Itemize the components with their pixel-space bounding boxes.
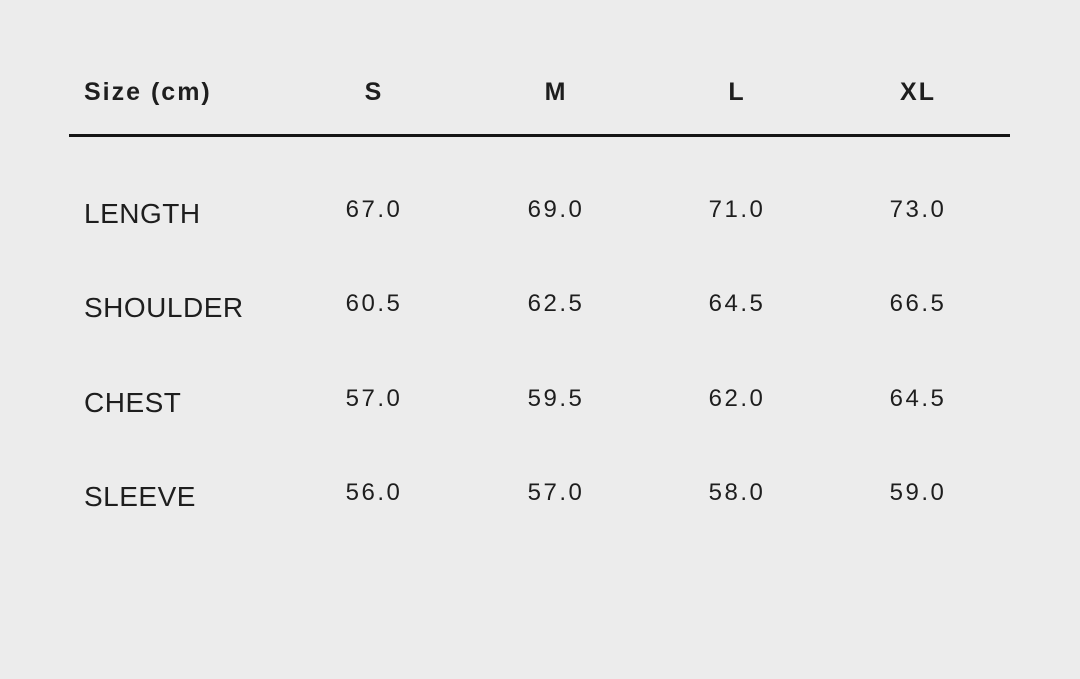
table-cell: 58.0 bbox=[708, 479, 766, 506]
table-cell: 56.0 bbox=[345, 479, 403, 506]
table-cell: 69.0 bbox=[527, 196, 585, 223]
table-cell: 62.5 bbox=[527, 290, 585, 317]
table-cell: 66.5 bbox=[889, 290, 947, 317]
row-label: LENGTH bbox=[84, 198, 201, 229]
table-cell: 64.5 bbox=[889, 385, 947, 412]
table-cell: 64.5 bbox=[708, 290, 766, 317]
row-label: CHEST bbox=[84, 387, 182, 418]
table-cell: 60.5 bbox=[345, 290, 403, 317]
header-size-s: S bbox=[364, 78, 384, 106]
table-cell: 62.0 bbox=[708, 385, 766, 412]
header-size-xl: XL bbox=[900, 78, 936, 106]
table-cell: 67.0 bbox=[345, 196, 403, 223]
header-size-m: M bbox=[544, 78, 568, 106]
header-size-l: L bbox=[728, 78, 746, 106]
header-divider bbox=[69, 134, 1010, 137]
header-size-cm: Size (cm) bbox=[84, 78, 212, 106]
row-label: SHOULDER bbox=[84, 292, 244, 323]
table-cell: 71.0 bbox=[708, 196, 766, 223]
table-cell: 59.5 bbox=[527, 385, 585, 412]
table-cell: 57.0 bbox=[527, 479, 585, 506]
table-cell: 59.0 bbox=[889, 479, 947, 506]
table-cell: 57.0 bbox=[345, 385, 403, 412]
row-label: SLEEVE bbox=[84, 481, 196, 512]
table-cell: 73.0 bbox=[889, 196, 947, 223]
